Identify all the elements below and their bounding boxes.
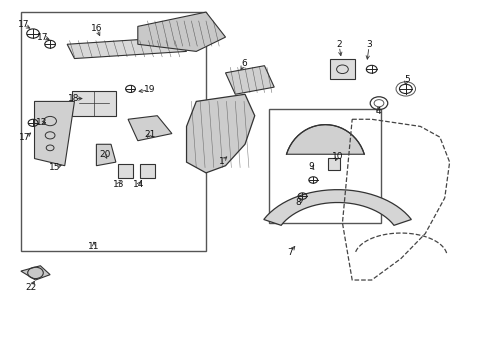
Polygon shape: [264, 190, 412, 225]
Text: 17: 17: [18, 20, 29, 29]
Text: 11: 11: [88, 242, 99, 251]
Bar: [72, 91, 116, 116]
Bar: [118, 164, 133, 178]
Text: 9: 9: [308, 162, 314, 171]
Text: 3: 3: [367, 40, 372, 49]
Polygon shape: [34, 102, 74, 166]
Bar: [270, 109, 381, 223]
Polygon shape: [128, 116, 172, 141]
Text: 15: 15: [49, 163, 61, 172]
Text: 14: 14: [133, 180, 145, 189]
Polygon shape: [67, 37, 187, 59]
Text: 18: 18: [68, 94, 79, 103]
Polygon shape: [225, 66, 274, 94]
Polygon shape: [287, 125, 365, 154]
Bar: [140, 164, 155, 178]
Text: 17: 17: [19, 133, 30, 142]
Text: 19: 19: [144, 85, 156, 94]
Text: 22: 22: [25, 283, 36, 292]
Polygon shape: [138, 12, 225, 51]
Polygon shape: [187, 94, 255, 173]
Text: 20: 20: [99, 150, 110, 159]
Text: 4: 4: [375, 107, 381, 116]
Bar: [328, 158, 340, 170]
Polygon shape: [21, 266, 50, 280]
Text: 10: 10: [332, 152, 343, 161]
Bar: [330, 59, 355, 79]
Text: 6: 6: [241, 59, 247, 68]
Text: 5: 5: [404, 75, 410, 84]
Polygon shape: [97, 144, 116, 166]
Text: 7: 7: [287, 248, 293, 257]
Text: 17: 17: [37, 33, 49, 42]
Text: 2: 2: [336, 40, 342, 49]
Text: 13: 13: [113, 180, 124, 189]
Text: 8: 8: [296, 198, 301, 207]
Bar: [21, 12, 206, 251]
Text: 1: 1: [219, 157, 225, 166]
Text: 21: 21: [144, 130, 156, 139]
Text: 12: 12: [36, 118, 48, 127]
Text: 16: 16: [91, 24, 102, 33]
